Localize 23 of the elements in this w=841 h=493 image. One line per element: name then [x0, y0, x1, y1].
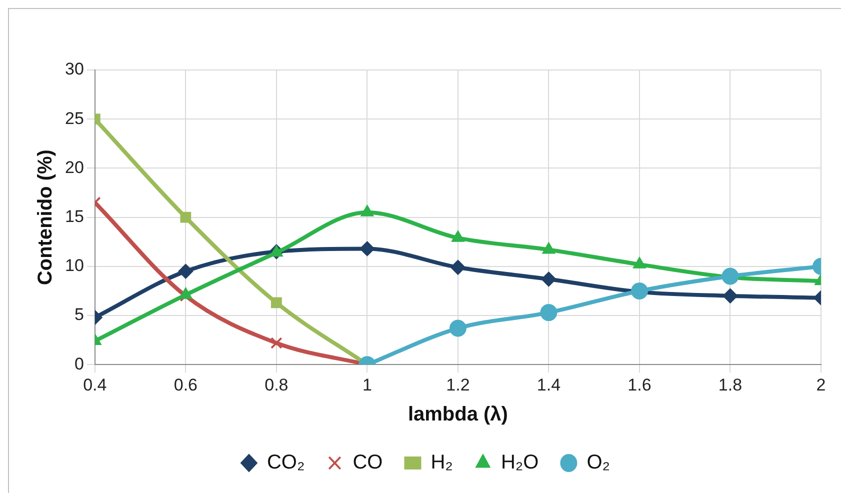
legend-label: H₂O	[500, 452, 539, 474]
y-tick-label: 25	[64, 108, 84, 128]
y-tick-label: 20	[64, 158, 84, 177]
y-tick-label: 15	[64, 206, 84, 226]
legend-label: H₂	[430, 452, 453, 474]
y-tick-label: 30	[64, 60, 84, 79]
x-tick-label: 0.4	[83, 375, 107, 394]
x-tick-label: 1.8	[718, 375, 742, 394]
legend-label: O₂	[586, 452, 610, 474]
x-tick-label: 1.4	[536, 375, 561, 394]
legend-label: CO	[352, 452, 383, 474]
legend-label: CO₂	[266, 452, 305, 474]
y-axis-title: Contenido (%)	[34, 150, 57, 286]
x-tick-label: 1.6	[628, 375, 652, 394]
x-axis-title: lambda (λ)	[408, 404, 508, 426]
y-tick-label: 10	[64, 256, 84, 276]
y-tick-label: 5	[74, 305, 84, 324]
x-tick-label: 1	[362, 375, 372, 394]
x-tick-label: 0.8	[264, 375, 288, 394]
x-tick-label: 2	[816, 375, 826, 394]
x-tick-label: 0.6	[174, 375, 198, 394]
y-tick-label: 0	[74, 354, 84, 374]
x-tick-label: 1.2	[446, 375, 470, 394]
